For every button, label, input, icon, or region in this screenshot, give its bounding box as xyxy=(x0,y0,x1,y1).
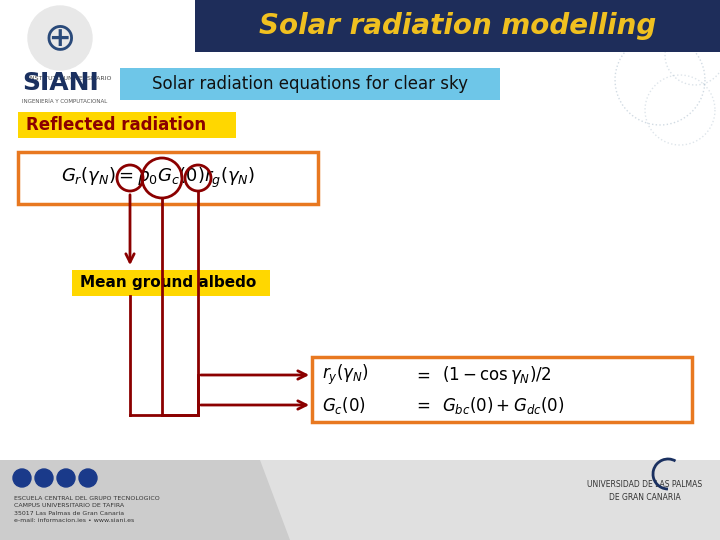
Text: INGENIERÍA Y COMPUTACIONAL: INGENIERÍA Y COMPUTACIONAL xyxy=(22,99,107,104)
Circle shape xyxy=(13,469,31,487)
FancyBboxPatch shape xyxy=(18,112,236,138)
Circle shape xyxy=(35,469,53,487)
FancyBboxPatch shape xyxy=(72,270,270,296)
FancyBboxPatch shape xyxy=(18,152,318,204)
Text: $r_y(\gamma_N)$: $r_y(\gamma_N)$ xyxy=(322,363,369,387)
FancyBboxPatch shape xyxy=(195,0,720,52)
FancyBboxPatch shape xyxy=(120,68,500,100)
Text: $G_{bc}(0) + G_{dc}(0)$: $G_{bc}(0) + G_{dc}(0)$ xyxy=(442,395,564,415)
Text: SIANI: SIANI xyxy=(22,71,99,95)
Text: $=$: $=$ xyxy=(413,366,431,384)
Text: Mean ground albedo: Mean ground albedo xyxy=(80,275,256,291)
Text: $(1 - \cos\gamma_N)/2$: $(1 - \cos\gamma_N)/2$ xyxy=(442,364,552,386)
FancyBboxPatch shape xyxy=(0,460,720,540)
Text: INSTITUTO UNIVERSITARIO: INSTITUTO UNIVERSITARIO xyxy=(28,76,112,81)
Text: Solar radiation modelling: Solar radiation modelling xyxy=(259,12,656,40)
Text: Solar radiation equations for clear sky: Solar radiation equations for clear sky xyxy=(152,75,468,93)
Polygon shape xyxy=(0,460,290,540)
Text: $G_r(\gamma_N) = \rho_0 G_c(0) r_g(\gamma_N)$: $G_r(\gamma_N) = \rho_0 G_c(0) r_g(\gamm… xyxy=(61,166,255,190)
Text: ⊕: ⊕ xyxy=(44,19,76,57)
FancyBboxPatch shape xyxy=(312,357,692,422)
Text: Reflected radiation: Reflected radiation xyxy=(26,116,206,134)
Text: UNIVERSIDAD DE LAS PALMAS
DE GRAN CANARIA: UNIVERSIDAD DE LAS PALMAS DE GRAN CANARI… xyxy=(588,480,703,502)
Text: $=$: $=$ xyxy=(413,396,431,414)
Text: ESCUELA CENTRAL DEL GRUPO TECNOLOGICO
CAMPUS UNIVERSITARIO DE TAFIRA
35017 Las P: ESCUELA CENTRAL DEL GRUPO TECNOLOGICO CA… xyxy=(14,496,160,523)
Circle shape xyxy=(28,6,92,70)
Text: $G_c(0)$: $G_c(0)$ xyxy=(322,395,366,415)
Circle shape xyxy=(57,469,75,487)
Circle shape xyxy=(79,469,97,487)
